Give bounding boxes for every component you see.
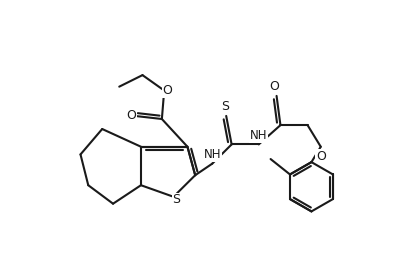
Text: S: S (173, 193, 181, 206)
Text: NH: NH (250, 129, 268, 142)
Text: O: O (127, 109, 137, 122)
Text: S: S (221, 100, 229, 113)
Text: NH: NH (204, 148, 221, 161)
Text: O: O (316, 150, 326, 163)
Text: O: O (269, 80, 279, 93)
Text: O: O (162, 84, 172, 97)
